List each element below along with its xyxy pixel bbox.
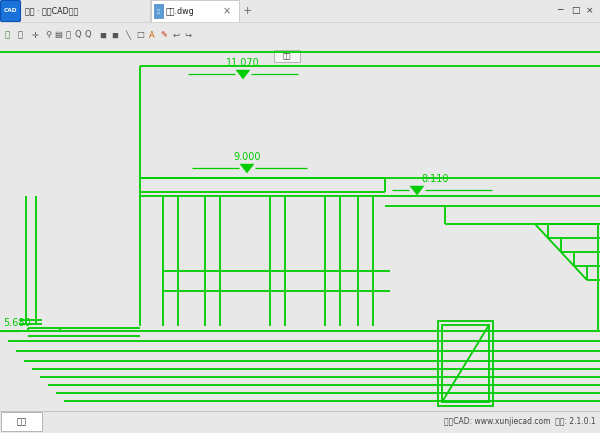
Bar — [442, 325, 489, 402]
Text: 标注: 标注 — [283, 53, 291, 59]
Text: 8.110: 8.110 — [421, 174, 449, 184]
Text: □: □ — [571, 6, 579, 16]
Text: Q: Q — [74, 30, 82, 39]
Text: ╲: ╲ — [125, 30, 131, 40]
Text: ⬛: ⬛ — [5, 30, 10, 39]
Text: □: □ — [136, 30, 144, 39]
Polygon shape — [410, 186, 424, 195]
Text: ✎: ✎ — [161, 30, 167, 39]
Text: ×: × — [586, 6, 594, 16]
Text: ✛: ✛ — [32, 30, 38, 39]
Bar — [274, 50, 300, 62]
Text: ↪: ↪ — [185, 30, 191, 39]
Bar — [154, 4, 163, 18]
Text: Q: Q — [85, 30, 91, 39]
Text: 示例.dwg: 示例.dwg — [166, 6, 195, 16]
Text: 5.680: 5.680 — [3, 318, 31, 328]
Polygon shape — [236, 70, 250, 79]
Text: CAD: CAD — [4, 9, 17, 13]
FancyBboxPatch shape — [1, 0, 20, 22]
Text: 模型: 模型 — [17, 417, 27, 427]
Text: A: A — [149, 30, 155, 39]
Text: 图: 图 — [157, 9, 160, 13]
Text: 迅捷CAD: www.xunjiecad.com  版本: 2.1.0.1: 迅捷CAD: www.xunjiecad.com 版本: 2.1.0.1 — [445, 417, 596, 427]
Bar — [151, 0, 239, 22]
Text: 9.000: 9.000 — [233, 152, 261, 162]
Text: 11.070: 11.070 — [226, 58, 260, 68]
Text: ─: ─ — [557, 6, 563, 16]
Text: ⚲: ⚲ — [45, 30, 51, 39]
Text: ▤: ▤ — [54, 30, 62, 39]
Text: 首页 · 迅捷CAD看图: 首页 · 迅捷CAD看图 — [25, 6, 78, 16]
Text: 💾: 💾 — [17, 30, 23, 39]
Text: ×: × — [223, 6, 231, 16]
Text: ↩: ↩ — [173, 30, 179, 39]
Text: ◼: ◼ — [100, 30, 107, 39]
Polygon shape — [240, 164, 254, 173]
Text: 🔍: 🔍 — [65, 30, 71, 39]
Text: +: + — [242, 6, 251, 16]
Bar — [438, 321, 493, 406]
Text: ◼: ◼ — [112, 30, 119, 39]
FancyBboxPatch shape — [1, 413, 43, 432]
